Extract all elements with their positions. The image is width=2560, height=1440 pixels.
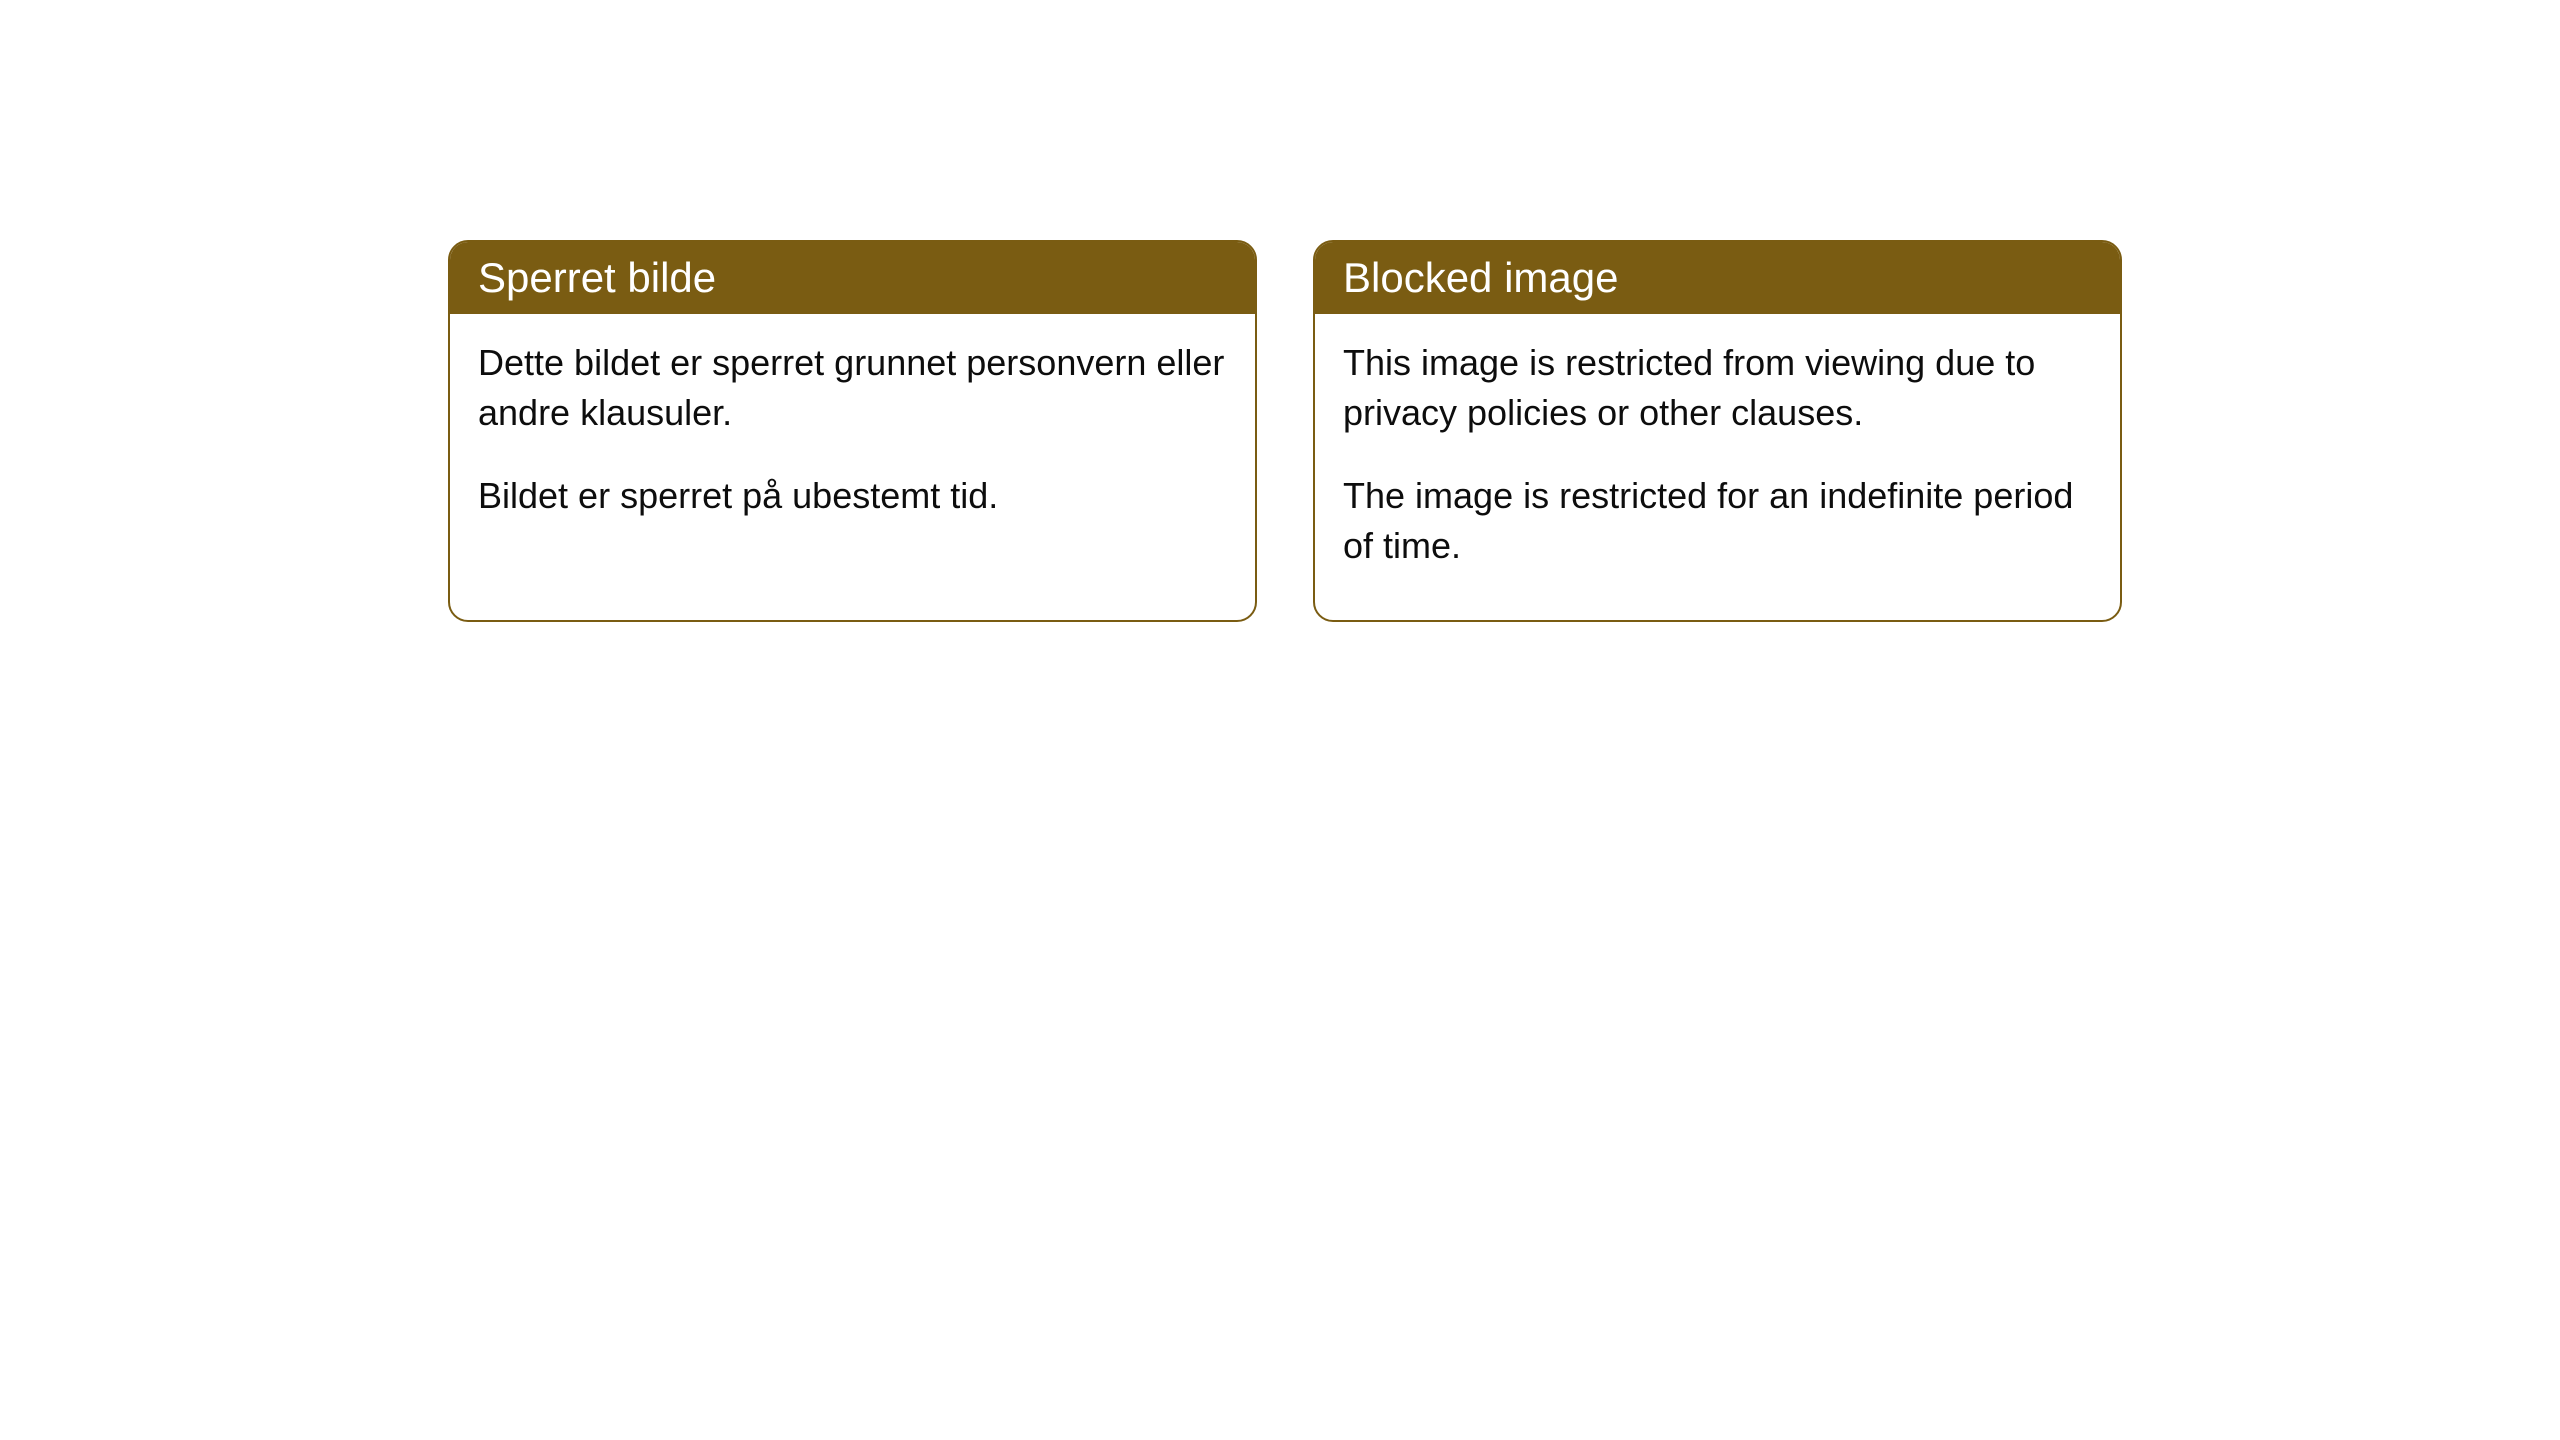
card-paragraph: Bildet er sperret på ubestemt tid. bbox=[478, 471, 1227, 521]
card-paragraph: The image is restricted for an indefinit… bbox=[1343, 471, 2092, 572]
card-body-english: This image is restricted from viewing du… bbox=[1315, 314, 2120, 620]
card-header-english: Blocked image bbox=[1315, 242, 2120, 314]
cards-container: Sperret bilde Dette bildet er sperret gr… bbox=[448, 240, 2122, 622]
info-card-norwegian: Sperret bilde Dette bildet er sperret gr… bbox=[448, 240, 1257, 622]
card-body-norwegian: Dette bildet er sperret grunnet personve… bbox=[450, 314, 1255, 569]
card-header-norwegian: Sperret bilde bbox=[450, 242, 1255, 314]
card-paragraph: Dette bildet er sperret grunnet personve… bbox=[478, 338, 1227, 439]
card-paragraph: This image is restricted from viewing du… bbox=[1343, 338, 2092, 439]
info-card-english: Blocked image This image is restricted f… bbox=[1313, 240, 2122, 622]
